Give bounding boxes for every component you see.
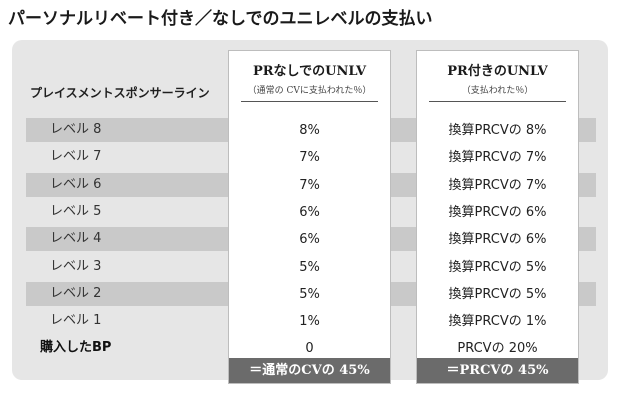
table-cell: 8% xyxy=(299,123,320,138)
table-cell: 換算PRCVの 6% xyxy=(448,204,547,220)
column-without-pr: PRなしでのUNLV （通常の CVに支払われた％） ＝通常のCVの 45% 8… xyxy=(228,50,391,384)
row-header: プレイスメントスポンサーライン xyxy=(30,86,210,100)
table-cell: 換算PRCVの 1% xyxy=(448,314,547,330)
column-heading: PR付きのUNLV xyxy=(447,64,548,79)
column-subheading: （支払われた％） xyxy=(461,86,534,96)
row-label: レベル 1 xyxy=(50,313,102,329)
row-label: レベル 2 xyxy=(50,285,102,301)
heading-rule xyxy=(241,101,378,102)
table-cell: 0 xyxy=(305,341,314,357)
column-subheading: （通常の CVに支払われた％） xyxy=(247,86,372,96)
heading-rule xyxy=(429,101,566,102)
table-cell: 換算PRCVの 6% xyxy=(448,232,547,248)
table-cell: 換算PRCVの 8% xyxy=(448,123,547,138)
row-label: レベル 3 xyxy=(50,258,102,274)
table-cell: 換算PRCVの 5% xyxy=(448,286,547,302)
row-label: レベル 5 xyxy=(50,203,102,219)
table-cell: 5% xyxy=(299,259,320,275)
row-label: レベル 4 xyxy=(50,231,102,247)
row-label: レベル 6 xyxy=(50,176,102,192)
table-cell: 5% xyxy=(299,286,320,302)
column-footer: ＝PRCVの 45% xyxy=(417,358,578,383)
table-cell: 7% xyxy=(299,177,320,193)
table-cell: PRCVの 20% xyxy=(457,341,538,357)
row-label: レベル 7 xyxy=(50,149,102,165)
page-title: パーソナルリベート付き／なしでのユニレベルの支払い xyxy=(8,9,433,29)
table-cell: 6% xyxy=(299,204,320,220)
column-footer: ＝通常のCVの 45% xyxy=(229,358,390,383)
row-label: レベル 8 xyxy=(50,122,102,137)
table-cell: 換算PRCVの 7% xyxy=(448,150,547,166)
column-heading: PRなしでのUNLV xyxy=(252,64,367,79)
column-with-pr: PR付きのUNLV （支払われた％） ＝PRCVの 45% 換算PRCVの 8%… xyxy=(416,50,579,384)
table-cell: 換算PRCVの 5% xyxy=(448,259,547,275)
table-cell: 6% xyxy=(299,232,320,248)
table-cell: 換算PRCVの 7% xyxy=(448,177,547,193)
row-label: 購入したBP xyxy=(40,340,112,356)
table-cell: 7% xyxy=(299,150,320,166)
table-cell: 1% xyxy=(299,314,320,330)
